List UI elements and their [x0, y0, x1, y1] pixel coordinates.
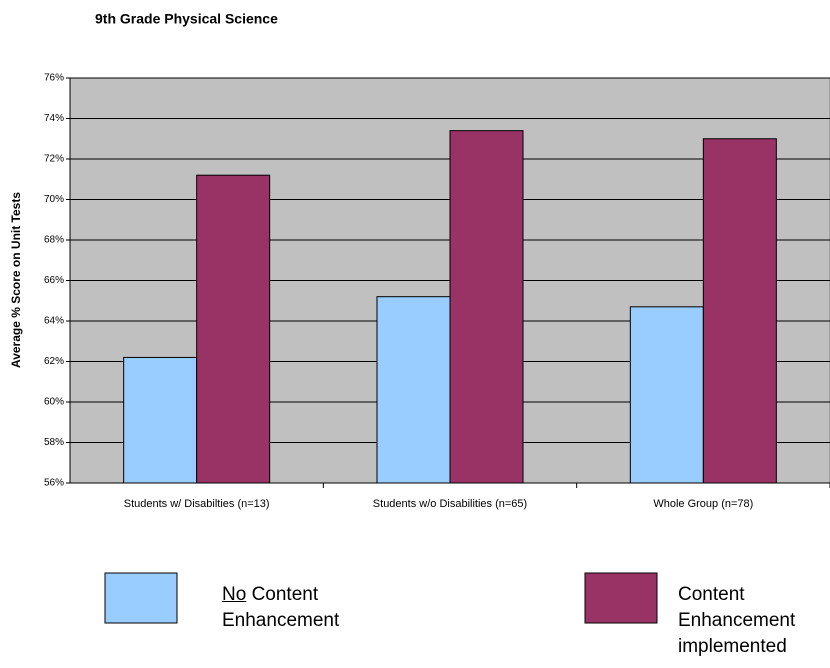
- x-tick-label: Students w/ Disabilties (n=13): [124, 498, 270, 510]
- legend-label: No Content Enhancement: [222, 584, 340, 631]
- y-tick-label: 68%: [44, 235, 64, 246]
- y-tick-label: 66%: [44, 275, 64, 286]
- y-axis-label: Average % Score on Unit Tests: [9, 192, 23, 368]
- bar: [449, 130, 524, 484]
- bar: [123, 356, 198, 484]
- chart-title: 9th Grade Physical Science: [95, 11, 278, 27]
- y-tick-label: 60%: [44, 397, 64, 408]
- y-tick-label: 72%: [44, 154, 64, 165]
- bar: [629, 306, 704, 484]
- y-tick-label: 56%: [44, 478, 64, 489]
- y-tick-label: 58%: [44, 437, 64, 448]
- legend-swatch: [104, 572, 178, 624]
- y-tick-label: 62%: [44, 356, 64, 367]
- x-tick-label: Students w/o Disabilities (n=65): [373, 498, 527, 510]
- y-tick-label: 64%: [44, 316, 64, 327]
- x-tick-label: Whole Group (n=78): [653, 498, 753, 510]
- bar: [376, 296, 451, 484]
- y-tick-label: 76%: [44, 73, 64, 84]
- legend-swatch: [584, 572, 658, 624]
- y-tick-label: 70%: [44, 194, 64, 205]
- y-tick-label: 74%: [44, 113, 64, 124]
- bar: [196, 174, 271, 484]
- legend-label: Content Enhancement implemented: [678, 584, 796, 657]
- bar: [702, 138, 777, 484]
